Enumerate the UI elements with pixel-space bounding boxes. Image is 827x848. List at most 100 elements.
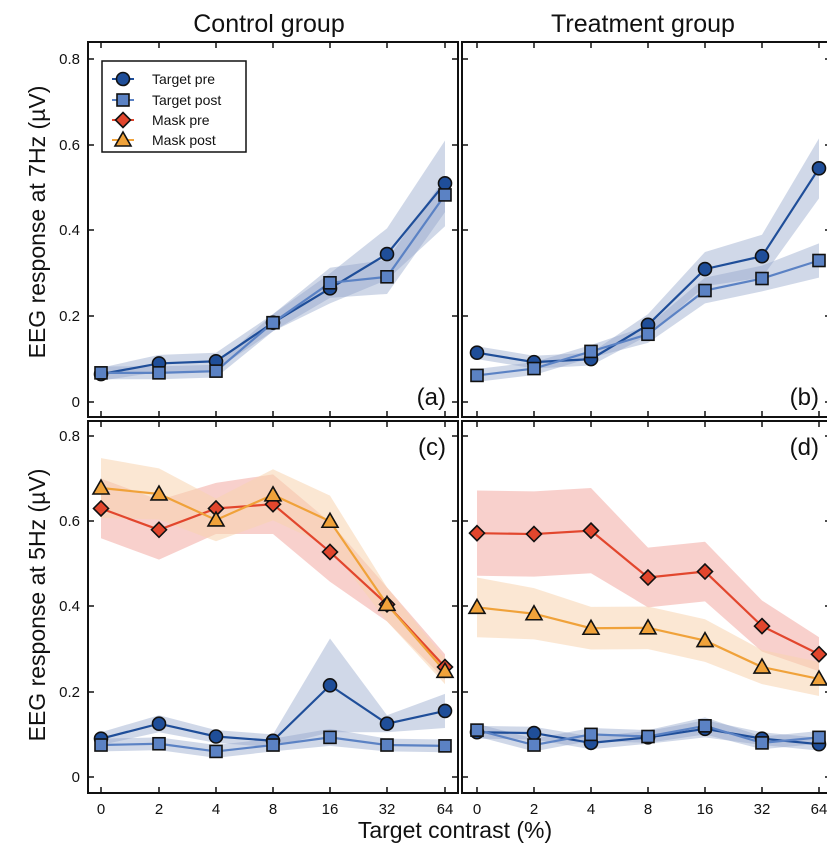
point-target-post: [438, 739, 452, 753]
point-mask-post: [320, 511, 340, 529]
legend-marker-target-pre: [115, 71, 131, 87]
y-tick-label: 0.8: [59, 51, 80, 68]
point-mask-post: [467, 597, 487, 615]
point-mask-post: [206, 510, 226, 527]
point-target-post: [755, 271, 769, 286]
point-target-post: [438, 188, 452, 202]
legend-label-mask-pre: Mask pre: [152, 112, 210, 128]
point-target-post: [266, 738, 280, 752]
point-target-post: [812, 253, 826, 268]
point-mask-pre: [696, 562, 714, 581]
y-tick-label: 0: [72, 394, 80, 411]
point-target-post: [470, 368, 484, 383]
band-mask-post: [101, 458, 445, 685]
legend-label-target-post: Target post: [152, 92, 221, 108]
point-mask-pre: [92, 499, 110, 518]
x-axis-label: Target contrast (%): [358, 817, 552, 843]
column-title-treatment: Treatment group: [551, 10, 735, 38]
y-tick-label: 0.2: [59, 684, 80, 701]
point-mask-pre: [468, 524, 486, 542]
panel-a: 0 0.2 0.4 0.6 0.8 (a): [59, 41, 459, 418]
point-target-pre: [811, 161, 827, 176]
panel-label: (b): [790, 384, 819, 411]
legend-marker-mask-pre: [114, 111, 132, 129]
point-mask-post: [435, 661, 455, 679]
x-tick-label: 64: [437, 801, 454, 818]
panel-c: 0 0.2 0.4 0.6 0.8 0 2 4 8 16 32 64 (c): [59, 420, 459, 818]
point-mask-pre: [321, 543, 339, 561]
point-target-post: [94, 738, 108, 752]
point-target-pre: [208, 729, 224, 744]
point-target-post: [323, 730, 337, 745]
legend-markers: [112, 71, 134, 147]
y-tick-label: 0.6: [59, 137, 80, 154]
band-target-pre: [101, 638, 445, 748]
x-tick-label: 2: [530, 801, 538, 818]
x-tick-label: 8: [644, 801, 652, 818]
point-target-post: [584, 344, 598, 359]
panel-label: (c): [418, 434, 446, 461]
legend-label-target-pre: Target pre: [152, 71, 215, 87]
y-tick-label: 0.2: [59, 308, 80, 325]
panel-label: (a): [417, 384, 446, 411]
point-mask-post: [752, 657, 772, 674]
axes-frame: [461, 420, 827, 794]
point-target-post: [698, 283, 712, 298]
x-tick-label: 0: [97, 801, 105, 818]
point-mask-pre: [525, 525, 543, 543]
point-mask-post: [149, 484, 169, 501]
band-target-post: [477, 243, 819, 382]
x-tick-label: 16: [322, 801, 339, 818]
panel-d: 0 2 4 8 16 32 64 (d): [461, 420, 827, 818]
legend-marker-mask-post: [113, 130, 133, 147]
point-mask-post: [263, 485, 283, 502]
point-target-pre: [754, 248, 770, 264]
point-target-post: [470, 723, 484, 737]
x-tick-label: 64: [811, 801, 827, 818]
point-target-pre: [469, 345, 485, 360]
point-target-post: [209, 744, 223, 759]
x-tick-label: 8: [269, 801, 277, 818]
x-tick-label: 2: [155, 801, 163, 818]
y-tick-label: 0.6: [59, 513, 80, 530]
point-mask-pre: [753, 617, 771, 635]
point-mask-pre: [582, 521, 600, 540]
point-mask-post: [91, 478, 111, 495]
point-target-pre: [322, 678, 338, 693]
x-tick-label: 32: [379, 801, 396, 818]
point-mask-post: [524, 604, 544, 621]
point-mask-pre: [150, 521, 168, 539]
y-axis-label-5hz: EEG response at 5Hz (µV): [24, 469, 50, 742]
point-mask-post: [695, 630, 715, 648]
y-tick-label: 0.4: [59, 222, 80, 239]
point-target-post: [94, 366, 108, 380]
point-target-post: [527, 738, 541, 752]
point-target-post: [527, 361, 541, 376]
point-target-post: [266, 315, 280, 330]
point-target-post: [380, 270, 394, 284]
point-target-pre: [151, 716, 167, 732]
point-target-post: [152, 366, 166, 380]
column-title-control: Control group: [193, 10, 344, 38]
point-target-post: [380, 738, 394, 752]
panel-b: (b): [461, 41, 827, 418]
point-target-post: [641, 729, 655, 744]
y-tick-label: 0.8: [59, 428, 80, 445]
panels: 0 0.2 0.4 0.6 0.8 (a) (b) 0 0.2 0.4 0.6 0.8 0 2 4 8 16 32…: [59, 41, 827, 818]
point-target-pre: [526, 725, 542, 741]
point-mask-post: [809, 669, 827, 686]
x-tick-label: 16: [697, 801, 714, 818]
point-target-post: [209, 364, 223, 378]
legend-marker-target-post: [116, 93, 130, 107]
y-axis-label-7hz: EEG response at 7Hz (µV): [24, 86, 50, 359]
point-target-post: [755, 736, 769, 750]
y-tick-label: 0: [72, 769, 80, 786]
point-mask-post: [377, 594, 397, 612]
point-target-post: [698, 719, 712, 733]
point-mask-post: [581, 618, 601, 636]
legend-label-mask-post: Mask post: [152, 132, 216, 148]
point-target-pre: [437, 703, 453, 719]
x-tick-label: 0: [473, 801, 481, 818]
point-target-post: [812, 730, 826, 745]
